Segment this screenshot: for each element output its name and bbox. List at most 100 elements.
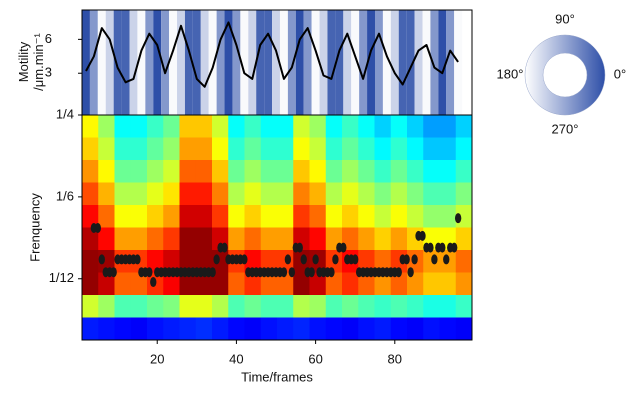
phase-stripe — [295, 10, 304, 115]
heatmap-cell — [423, 115, 440, 138]
heatmap-cell — [358, 205, 375, 228]
ridge-point — [241, 254, 248, 265]
heatmap-cell — [358, 182, 375, 206]
heatmap-cell — [342, 205, 359, 228]
heatmap-cell — [179, 317, 197, 341]
heatmap-cell — [130, 115, 148, 138]
heatmap-cell — [325, 160, 343, 183]
heatmap-cell — [260, 182, 278, 206]
heatmap-cell — [423, 160, 440, 183]
heatmap-cell — [374, 137, 392, 161]
heatmap-cell — [455, 137, 473, 161]
heatmap-cell — [212, 115, 229, 138]
heatmap-cell — [277, 137, 294, 161]
heatmap-cell — [390, 137, 408, 161]
ridge-point — [454, 213, 462, 224]
heatmap-cell — [98, 205, 115, 228]
heatmap-cell — [179, 115, 197, 138]
phase-stripe — [390, 10, 399, 115]
heatmap-cell — [325, 317, 343, 341]
phase-stripe — [169, 10, 178, 115]
heatmap-cell — [358, 317, 375, 341]
heatmap-cell — [82, 115, 99, 138]
heatmap-cell — [98, 137, 115, 161]
phase-stripe — [248, 10, 257, 115]
heatmap-cell — [439, 160, 457, 183]
heatmap-cell — [277, 115, 294, 138]
heatmap-cell — [374, 272, 392, 296]
heatmap-cell — [130, 205, 148, 228]
heatmap-cell — [325, 137, 343, 161]
heatmap-cell — [244, 317, 262, 341]
heatmap-cell — [407, 317, 424, 341]
ridge-point — [98, 254, 105, 265]
heatmap-cell — [439, 205, 457, 228]
heatmap-cell — [244, 295, 262, 318]
heatmap-cell — [358, 160, 375, 183]
phase-legend-label: 180° — [497, 66, 524, 81]
heatmap-cell — [455, 160, 473, 183]
heatmap-cell — [147, 137, 164, 161]
phase-stripe — [216, 10, 225, 115]
phase-stripe — [446, 10, 455, 115]
heatmap-cell — [342, 272, 359, 296]
heatmap-cell — [293, 272, 310, 296]
heatmap-cell — [179, 272, 197, 296]
heatmap-cell — [179, 250, 197, 273]
heatmap-cell — [293, 182, 310, 206]
heatmap-cell — [82, 205, 99, 228]
heatmap-cell — [114, 115, 132, 138]
phase-stripe — [105, 10, 114, 115]
heatmap-cell — [293, 115, 310, 138]
heatmap-cell — [163, 205, 180, 228]
y-tick-label: 6 — [45, 31, 52, 46]
heatmap-cell — [309, 160, 327, 183]
heatmap-cell — [342, 317, 359, 341]
y-tick-label: 1/4 — [56, 106, 74, 121]
heatmap-cell — [277, 160, 294, 183]
ridge-point — [439, 242, 446, 253]
heatmap-cell — [212, 295, 229, 318]
phase-stripe — [82, 10, 90, 115]
heatmap-cell — [455, 250, 473, 273]
heatmap-cell — [195, 295, 213, 318]
phase-stripe — [343, 10, 352, 115]
ridge-point — [427, 242, 434, 253]
ridge-point — [352, 254, 359, 265]
heatmap-cell — [147, 160, 164, 183]
heatmap-cell — [147, 227, 164, 251]
heatmap-cell — [179, 137, 197, 161]
phase-stripe — [335, 10, 344, 115]
heatmap-cell — [358, 137, 375, 161]
ridge-point — [150, 277, 157, 288]
heatmap-cell — [293, 317, 310, 341]
phase-stripe — [327, 10, 336, 115]
phase-stripe — [200, 10, 209, 115]
heatmap-cell — [114, 137, 132, 161]
phase-stripe — [97, 10, 106, 115]
ridge-point — [94, 222, 102, 233]
heatmap-cell — [244, 227, 262, 251]
heatmap-cell — [423, 205, 440, 228]
heatmap-cell — [98, 272, 115, 296]
heatmap-cell — [325, 205, 343, 228]
heatmap-cell — [423, 272, 440, 296]
heatmap-cell — [179, 295, 197, 318]
heatmap-cell — [82, 250, 99, 273]
heatmap-cell — [195, 227, 213, 251]
heatmap-cell — [228, 182, 245, 206]
phase-stripe — [311, 10, 320, 115]
ridge-point — [280, 267, 288, 278]
heatmap-cell — [228, 317, 245, 341]
ridge-point — [146, 267, 153, 278]
phase-stripe — [422, 10, 431, 115]
y-tick-label: 1/6 — [56, 188, 74, 203]
heatmap-cell — [147, 295, 164, 318]
heatmap-cell — [163, 250, 180, 273]
heatmap-cell — [130, 160, 148, 183]
phase-stripe — [208, 10, 217, 115]
heatmap-cell — [82, 227, 99, 251]
ridge-point — [213, 254, 220, 265]
ridge-point — [407, 267, 414, 278]
heatmap-cell — [374, 160, 392, 183]
